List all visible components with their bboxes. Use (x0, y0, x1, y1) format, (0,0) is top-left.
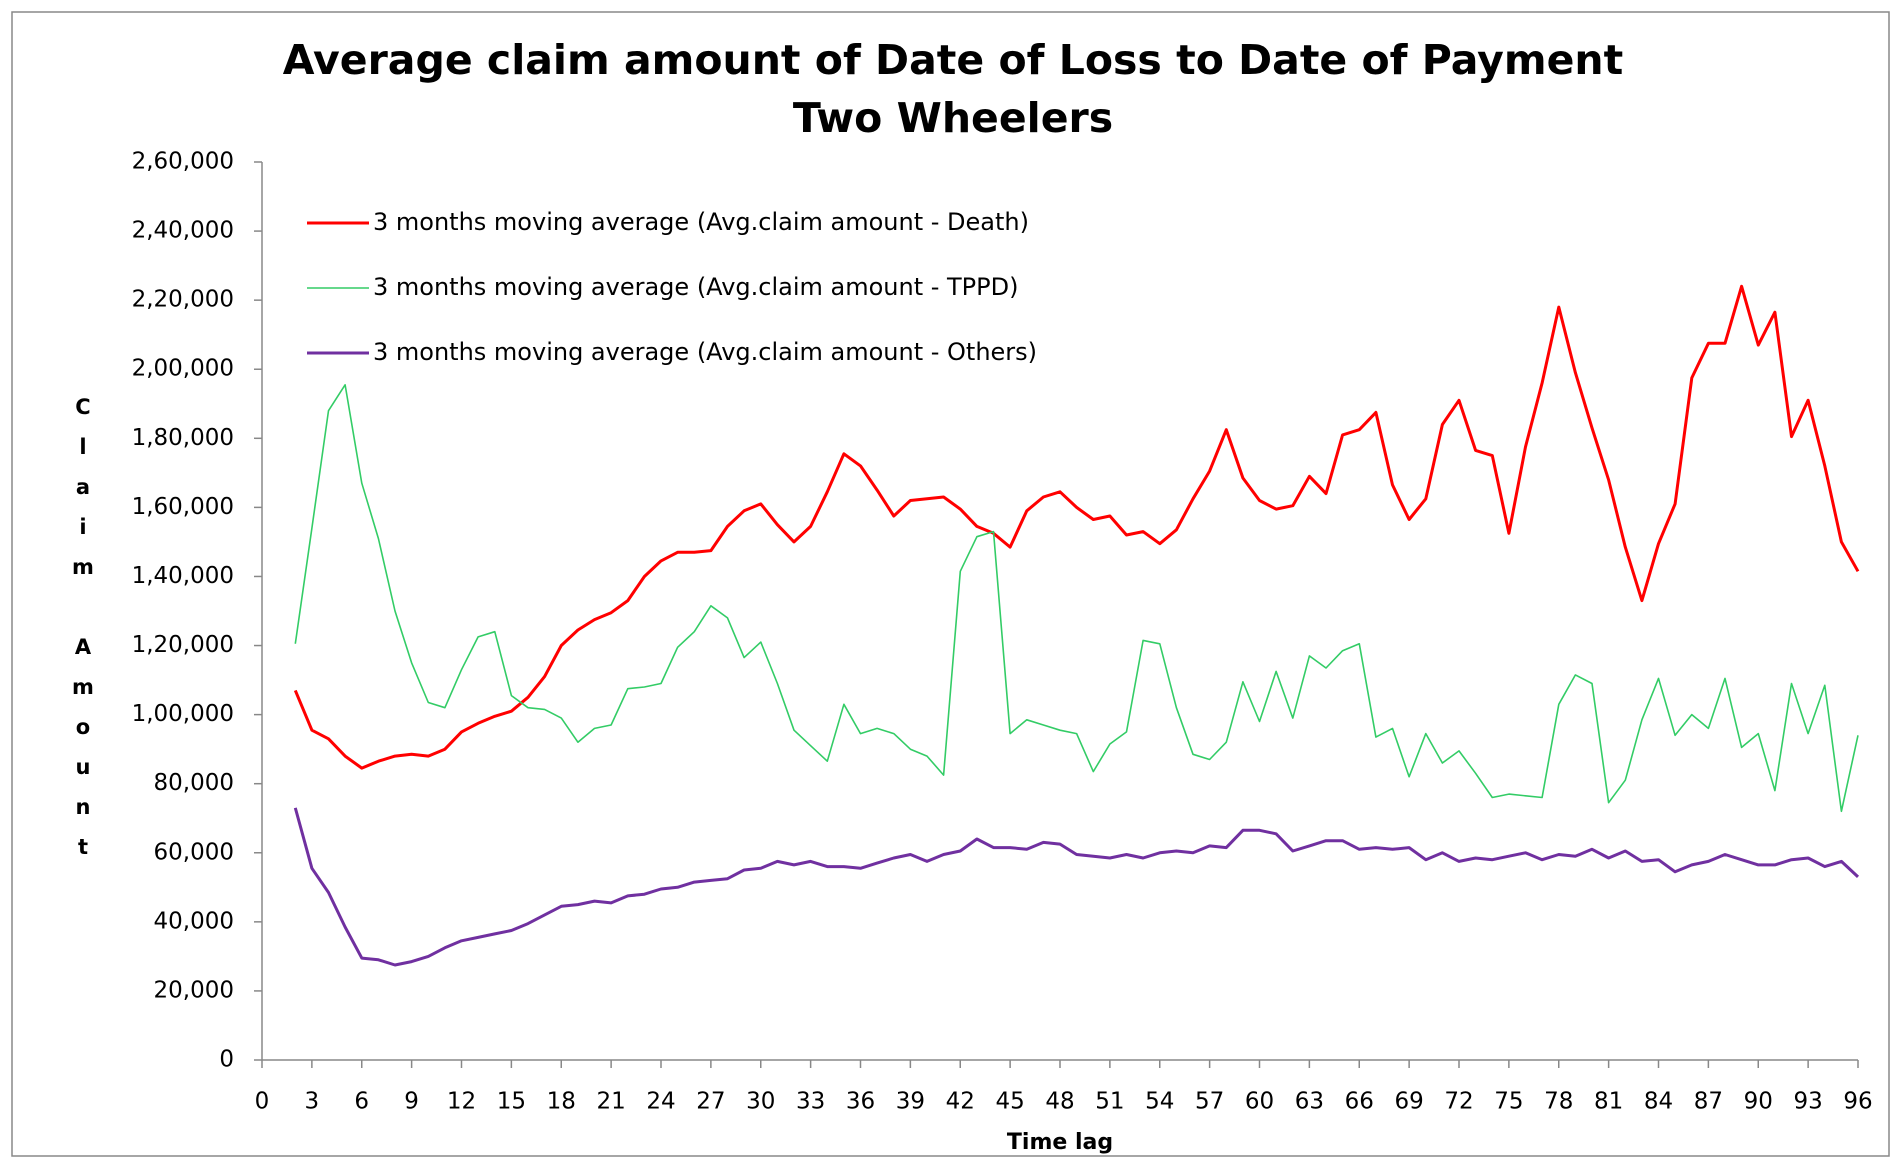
x-tick-label: 45 (995, 1089, 1024, 1115)
y-tick-label: 1,60,000 (132, 494, 234, 520)
x-tick-label: 18 (547, 1089, 576, 1115)
legend-label: 3 months moving average (Avg.claim amoun… (373, 273, 1018, 301)
x-tick-label: 57 (1195, 1089, 1224, 1115)
y-tick-label: 1,80,000 (132, 425, 234, 451)
y-tick-label: 0 (219, 1047, 234, 1073)
x-tick-label: 81 (1594, 1089, 1623, 1115)
y-tick-label: 60,000 (154, 839, 234, 865)
x-tick-label: 6 (354, 1089, 369, 1115)
x-tick-label: 0 (255, 1089, 270, 1115)
x-tick-label: 69 (1394, 1089, 1423, 1115)
y-axis-label: Claim Amount (71, 395, 95, 875)
y-tick-label: 1,00,000 (132, 701, 234, 727)
chart-title: Average claim amount of Date of Loss to … (283, 36, 1623, 84)
x-tick-label: 63 (1295, 1089, 1324, 1115)
chart-border (11, 11, 1890, 1157)
y-tick-label: 2,00,000 (132, 356, 234, 382)
y-tick-label: 2,40,000 (132, 218, 234, 244)
x-tick-label: 51 (1095, 1089, 1124, 1115)
x-tick-label: 60 (1245, 1089, 1274, 1115)
x-tick-label: 90 (1744, 1089, 1773, 1115)
x-tick-label: 30 (746, 1089, 775, 1115)
x-tick-label: 75 (1494, 1089, 1523, 1115)
x-tick-label: 66 (1345, 1089, 1374, 1115)
series-line (294, 384, 1859, 813)
y-tick-label: 1,20,000 (132, 632, 234, 658)
x-tick-label: 42 (946, 1089, 975, 1115)
y-tick-label: 40,000 (154, 908, 234, 934)
x-tick-label: 12 (447, 1089, 476, 1115)
x-tick-label: 84 (1644, 1089, 1673, 1115)
x-tick-label: 87 (1694, 1089, 1723, 1115)
y-tick-label: 2,60,000 (132, 149, 234, 175)
y-tick-label: 2,20,000 (132, 287, 234, 313)
legend-label: 3 months moving average (Avg.claim amoun… (373, 208, 1029, 236)
x-tick-label: 78 (1544, 1089, 1573, 1115)
series-line (293, 807, 1860, 967)
x-axis-label: Time lag (1007, 1130, 1113, 1155)
y-tick-label: 20,000 (154, 977, 234, 1003)
x-tick-label: 21 (596, 1089, 625, 1115)
x-tick-label: 33 (796, 1089, 825, 1115)
legend-label: 3 months moving average (Avg.claim amoun… (373, 338, 1037, 366)
x-tick-label: 48 (1045, 1089, 1074, 1115)
x-tick-label: 24 (646, 1089, 675, 1115)
x-tick-label: 39 (896, 1089, 925, 1115)
x-tick-label: 72 (1444, 1089, 1473, 1115)
x-tick-label: 3 (305, 1089, 320, 1115)
y-tick-label: 1,40,000 (132, 563, 234, 589)
x-tick-label: 96 (1843, 1089, 1872, 1115)
series-line (293, 284, 1860, 770)
x-tick-label: 27 (696, 1089, 725, 1115)
x-tick-label: 36 (846, 1089, 875, 1115)
x-tick-label: 9 (404, 1089, 419, 1115)
chart-subtitle: Two Wheelers (793, 94, 1113, 142)
x-tick-label: 54 (1145, 1089, 1174, 1115)
x-tick-label: 93 (1793, 1089, 1822, 1115)
y-tick-label: 80,000 (154, 770, 234, 796)
x-tick-label: 15 (497, 1089, 526, 1115)
